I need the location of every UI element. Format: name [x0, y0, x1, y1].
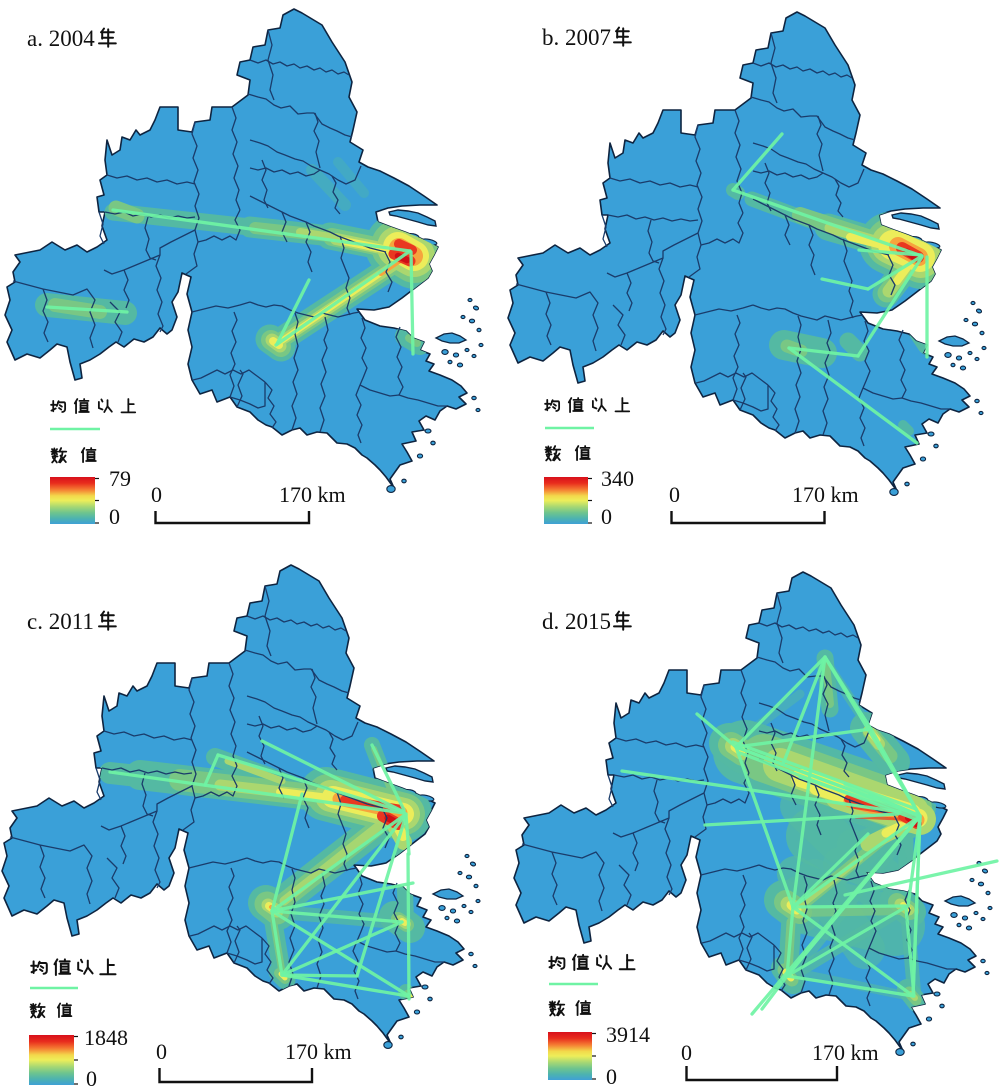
svg-text:0: 0: [151, 482, 162, 507]
svg-text:0: 0: [156, 1039, 167, 1064]
svg-text:0: 0: [606, 1064, 617, 1088]
svg-text:3914: 3914: [606, 1022, 650, 1047]
svg-text:79: 79: [109, 466, 131, 491]
svg-text:170 km: 170 km: [792, 482, 859, 507]
svg-text:0: 0: [86, 1066, 97, 1088]
svg-text:b. 2007: b. 2007: [542, 25, 611, 50]
svg-text:c. 2011: c. 2011: [27, 609, 94, 634]
svg-text:0: 0: [109, 504, 120, 529]
svg-text:d. 2015: d. 2015: [542, 609, 611, 634]
svg-text:1848: 1848: [84, 1025, 128, 1050]
svg-text:170 km: 170 km: [812, 1040, 879, 1065]
svg-text:a. 2004: a. 2004: [27, 26, 95, 51]
svg-text:340: 340: [601, 466, 634, 491]
svg-text:0: 0: [601, 504, 612, 529]
svg-text:0: 0: [681, 1040, 692, 1065]
svg-text:0: 0: [669, 482, 680, 507]
svg-text:170 km: 170 km: [279, 482, 346, 507]
svg-text:170 km: 170 km: [285, 1039, 352, 1064]
